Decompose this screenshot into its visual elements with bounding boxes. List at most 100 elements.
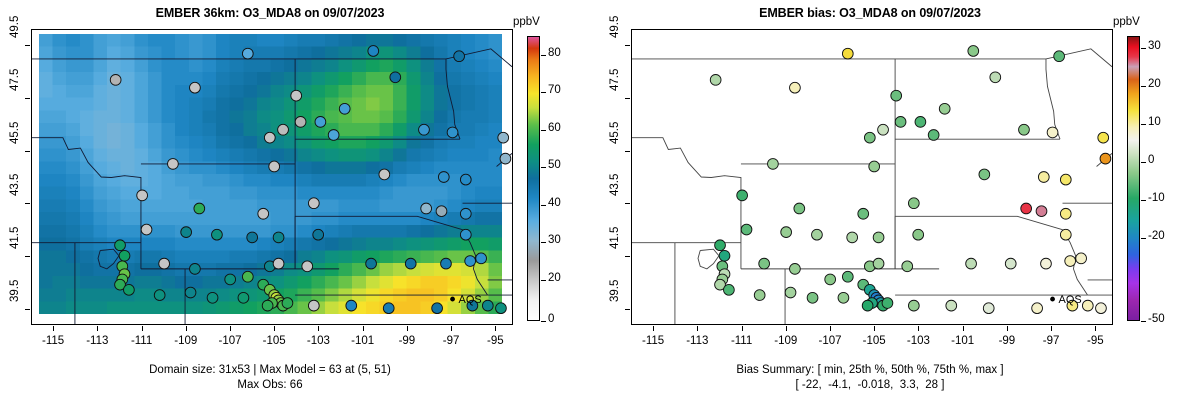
monitor-marker[interactable] — [895, 117, 906, 128]
monitor-marker[interactable] — [1041, 258, 1052, 269]
monitor-marker[interactable] — [862, 300, 873, 311]
monitor-marker[interactable] — [460, 229, 471, 240]
monitor-marker[interactable] — [421, 203, 432, 214]
monitor-marker[interactable] — [313, 229, 324, 240]
monitor-marker[interactable] — [928, 130, 939, 141]
monitor-marker[interactable] — [1076, 253, 1087, 264]
monitor-marker[interactable] — [419, 124, 430, 135]
monitor-marker[interactable] — [869, 161, 880, 172]
monitor-marker[interactable] — [465, 256, 476, 267]
monitor-marker[interactable] — [794, 203, 805, 214]
monitor-marker[interactable] — [915, 117, 926, 128]
observation-markers[interactable]: AQS — [32, 30, 512, 324]
monitor-marker[interactable] — [873, 232, 884, 243]
monitor-marker[interactable] — [110, 74, 121, 85]
monitor-marker[interactable] — [864, 132, 875, 143]
monitor-marker[interactable] — [368, 46, 379, 57]
monitor-marker[interactable] — [269, 161, 280, 172]
monitor-marker[interactable] — [383, 303, 394, 314]
monitor-marker[interactable] — [436, 206, 447, 217]
monitor-marker[interactable] — [278, 124, 289, 135]
monitor-marker[interactable] — [785, 287, 796, 298]
monitor-marker[interactable] — [242, 271, 253, 282]
monitor-marker[interactable] — [207, 292, 218, 303]
monitor-marker[interactable] — [291, 90, 302, 101]
monitor-marker[interactable] — [308, 198, 319, 209]
monitor-marker[interactable] — [432, 303, 443, 314]
map-plot-bias[interactable]: AQS — [631, 29, 1113, 325]
monitor-marker[interactable] — [262, 300, 273, 311]
monitor-marker[interactable] — [790, 82, 801, 93]
monitor-marker[interactable] — [807, 292, 818, 303]
monitor-marker[interactable] — [858, 208, 869, 219]
monitor-marker[interactable] — [968, 46, 979, 57]
monitor-marker[interactable] — [124, 284, 135, 295]
monitor-marker[interactable] — [759, 258, 770, 269]
monitor-marker[interactable] — [842, 271, 853, 282]
monitor-marker[interactable] — [1054, 51, 1065, 62]
monitor-marker[interactable] — [913, 229, 924, 240]
monitor-marker[interactable] — [946, 300, 957, 311]
monitor-marker[interactable] — [115, 240, 126, 251]
monitor-marker[interactable] — [346, 300, 357, 311]
monitor-marker[interactable] — [328, 130, 339, 141]
monitor-marker[interactable] — [498, 132, 509, 143]
monitor-marker[interactable] — [273, 232, 284, 243]
monitor-marker[interactable] — [405, 258, 416, 269]
monitor-marker[interactable] — [741, 224, 752, 235]
monitor-marker[interactable] — [496, 303, 507, 314]
monitor-marker[interactable] — [302, 261, 313, 272]
monitor-marker[interactable] — [212, 229, 223, 240]
monitor-marker[interactable] — [790, 264, 801, 275]
monitor-marker[interactable] — [1082, 300, 1093, 311]
monitor-marker[interactable] — [366, 258, 377, 269]
monitor-marker[interactable] — [264, 132, 275, 143]
monitor-marker[interactable] — [115, 279, 126, 290]
monitor-marker[interactable] — [737, 190, 748, 201]
monitor-marker[interactable] — [1032, 303, 1043, 314]
monitor-marker[interactable] — [390, 72, 401, 83]
monitor-marker[interactable] — [902, 261, 913, 272]
monitor-marker[interactable] — [1060, 229, 1071, 240]
monitor-marker[interactable] — [308, 300, 319, 311]
monitor-marker[interactable] — [715, 240, 726, 251]
monitor-marker[interactable] — [873, 258, 884, 269]
monitor-marker[interactable] — [908, 198, 919, 209]
monitor-marker[interactable] — [990, 72, 1001, 83]
monitor-marker[interactable] — [159, 258, 170, 269]
monitor-marker[interactable] — [225, 274, 236, 285]
monitor-marker[interactable] — [838, 292, 849, 303]
monitor-marker[interactable] — [190, 264, 201, 275]
monitor-marker[interactable] — [768, 159, 779, 170]
monitor-marker[interactable] — [242, 48, 253, 59]
monitor-marker[interactable] — [379, 169, 390, 180]
monitor-marker[interactable] — [258, 208, 269, 219]
monitor-marker[interactable] — [719, 250, 730, 261]
monitor-marker[interactable] — [315, 117, 326, 128]
monitor-marker[interactable] — [273, 258, 284, 269]
monitor-marker[interactable] — [878, 124, 889, 135]
monitor-marker[interactable] — [966, 258, 977, 269]
monitor-marker[interactable] — [710, 74, 721, 85]
monitor-marker[interactable] — [882, 298, 893, 309]
monitor-marker[interactable] — [247, 232, 258, 243]
monitor-marker[interactable] — [168, 159, 179, 170]
monitor-marker[interactable] — [1100, 153, 1111, 164]
monitor-marker[interactable] — [238, 292, 249, 303]
monitor-marker[interactable] — [438, 172, 449, 183]
monitor-marker[interactable] — [119, 250, 130, 261]
monitor-marker[interactable] — [460, 208, 471, 219]
monitor-marker[interactable] — [1067, 300, 1078, 311]
monitor-marker[interactable] — [441, 258, 452, 269]
monitor-marker[interactable] — [181, 227, 192, 238]
monitor-marker[interactable] — [1005, 258, 1016, 269]
monitor-marker[interactable] — [476, 253, 487, 264]
monitor-marker[interactable] — [282, 298, 293, 309]
monitor-marker[interactable] — [781, 227, 792, 238]
monitor-marker[interactable] — [141, 224, 152, 235]
monitor-marker[interactable] — [194, 203, 205, 214]
monitor-marker[interactable] — [467, 300, 478, 311]
monitor-marker[interactable] — [460, 174, 471, 185]
monitor-marker[interactable] — [1065, 256, 1076, 267]
monitor-marker[interactable] — [812, 229, 823, 240]
